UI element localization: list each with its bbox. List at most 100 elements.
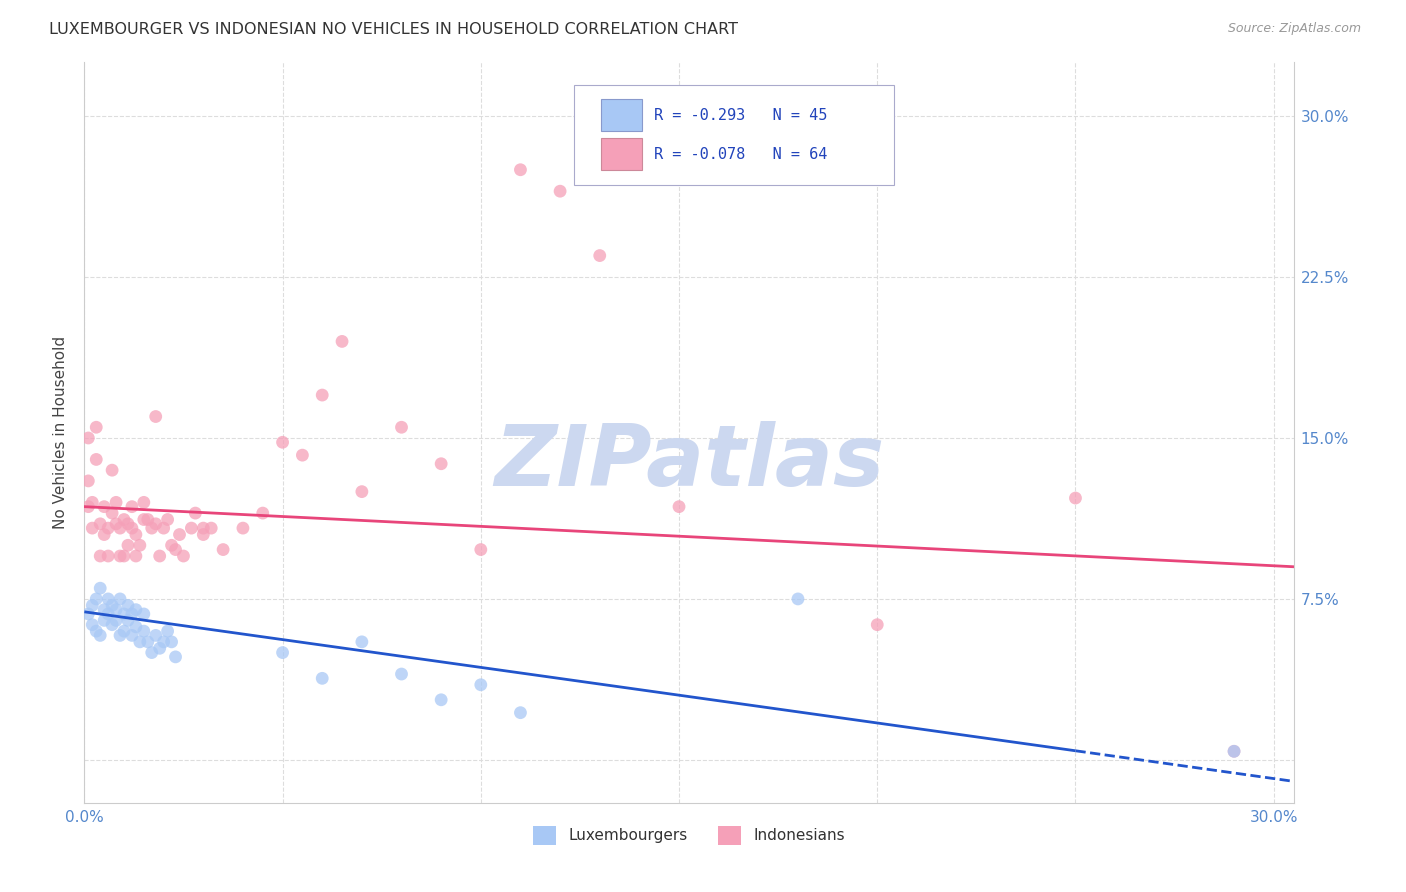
Point bbox=[169, 527, 191, 541]
Point bbox=[271, 435, 294, 450]
FancyBboxPatch shape bbox=[600, 99, 641, 131]
Legend: Luxembourgers, Indonesians: Luxembourgers, Indonesians bbox=[527, 820, 851, 851]
Point bbox=[84, 452, 107, 467]
Point bbox=[101, 617, 124, 632]
Point bbox=[77, 607, 100, 621]
Point bbox=[193, 521, 215, 535]
Point bbox=[77, 500, 100, 514]
Point bbox=[152, 635, 174, 649]
Point bbox=[145, 516, 167, 531]
Text: LUXEMBOURGER VS INDONESIAN NO VEHICLES IN HOUSEHOLD CORRELATION CHART: LUXEMBOURGER VS INDONESIAN NO VEHICLES I… bbox=[49, 22, 738, 37]
Point bbox=[112, 607, 135, 621]
Point bbox=[1223, 744, 1246, 758]
Point bbox=[112, 512, 135, 526]
Point bbox=[668, 500, 690, 514]
Point bbox=[125, 527, 148, 541]
Point bbox=[152, 521, 174, 535]
Point bbox=[1223, 744, 1246, 758]
Point bbox=[128, 635, 150, 649]
Point bbox=[93, 500, 115, 514]
Point bbox=[548, 184, 571, 198]
FancyBboxPatch shape bbox=[574, 85, 894, 185]
Point bbox=[128, 538, 150, 552]
Point bbox=[77, 431, 100, 445]
Point bbox=[105, 614, 128, 628]
Point bbox=[117, 516, 139, 531]
Point bbox=[291, 448, 314, 462]
Point bbox=[112, 549, 135, 563]
Point bbox=[132, 624, 155, 639]
Point bbox=[77, 474, 100, 488]
Point bbox=[509, 162, 531, 177]
Point bbox=[125, 602, 148, 616]
Point bbox=[97, 591, 120, 606]
Point bbox=[121, 521, 143, 535]
Point bbox=[184, 506, 207, 520]
Point bbox=[82, 599, 104, 613]
Point bbox=[84, 420, 107, 434]
Point bbox=[97, 607, 120, 621]
Point bbox=[391, 420, 413, 434]
Point bbox=[108, 549, 131, 563]
Point bbox=[350, 635, 373, 649]
Point bbox=[200, 521, 222, 535]
Point bbox=[82, 617, 104, 632]
Point bbox=[232, 521, 254, 535]
Y-axis label: No Vehicles in Household: No Vehicles in Household bbox=[53, 336, 69, 529]
Point bbox=[136, 512, 159, 526]
Point bbox=[121, 500, 143, 514]
Point bbox=[97, 549, 120, 563]
Point bbox=[93, 614, 115, 628]
FancyBboxPatch shape bbox=[600, 138, 641, 170]
Point bbox=[82, 495, 104, 509]
Point bbox=[145, 409, 167, 424]
Point bbox=[311, 388, 333, 402]
Text: R = -0.293   N = 45: R = -0.293 N = 45 bbox=[654, 108, 827, 122]
Point bbox=[149, 549, 172, 563]
Point bbox=[180, 521, 202, 535]
Point bbox=[93, 527, 115, 541]
Point bbox=[141, 521, 163, 535]
Point bbox=[141, 646, 163, 660]
Point bbox=[787, 591, 810, 606]
Point bbox=[589, 249, 612, 263]
Text: ZIPatlas: ZIPatlas bbox=[494, 421, 884, 504]
Point bbox=[509, 706, 531, 720]
Point bbox=[160, 635, 183, 649]
Point bbox=[89, 581, 111, 595]
Point bbox=[84, 624, 107, 639]
Point bbox=[1064, 491, 1087, 505]
Point bbox=[350, 484, 373, 499]
Point bbox=[84, 591, 107, 606]
Point bbox=[105, 495, 128, 509]
Point bbox=[89, 516, 111, 531]
Point bbox=[97, 521, 120, 535]
Point bbox=[145, 628, 167, 642]
Point bbox=[156, 512, 179, 526]
Text: Source: ZipAtlas.com: Source: ZipAtlas.com bbox=[1227, 22, 1361, 36]
Point bbox=[89, 549, 111, 563]
Point bbox=[470, 542, 492, 557]
Point bbox=[93, 602, 115, 616]
Point bbox=[165, 542, 187, 557]
Point bbox=[252, 506, 274, 520]
Point bbox=[132, 512, 155, 526]
Point bbox=[470, 678, 492, 692]
Point bbox=[156, 624, 179, 639]
Point bbox=[108, 521, 131, 535]
Point bbox=[132, 495, 155, 509]
Point bbox=[165, 649, 187, 664]
Point bbox=[89, 628, 111, 642]
Point bbox=[271, 646, 294, 660]
Point bbox=[112, 624, 135, 639]
Point bbox=[193, 527, 215, 541]
Point bbox=[330, 334, 353, 349]
Point bbox=[125, 549, 148, 563]
Point bbox=[136, 635, 159, 649]
Point bbox=[430, 693, 453, 707]
Point bbox=[108, 591, 131, 606]
Point bbox=[391, 667, 413, 681]
Point bbox=[149, 641, 172, 656]
Point bbox=[101, 599, 124, 613]
Point bbox=[172, 549, 194, 563]
